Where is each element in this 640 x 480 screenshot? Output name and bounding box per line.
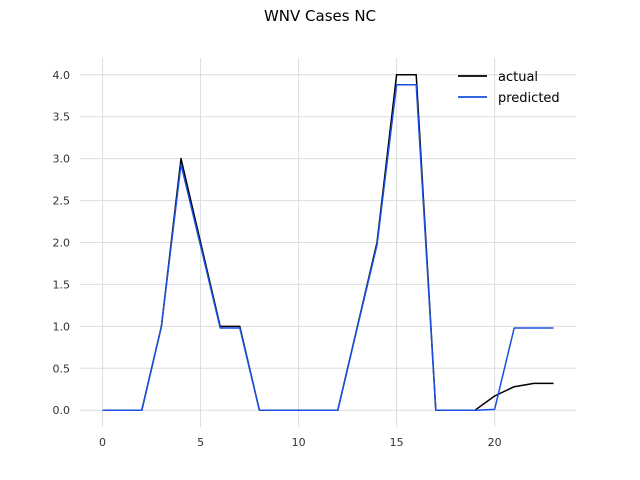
y-axis-ticks: 0.0 0.5 1.0 1.5 2.0 2.5 3.0 3.5 4.0	[53, 69, 71, 417]
y-tick-label: 3.0	[53, 153, 71, 166]
y-tick-label: 2.0	[53, 237, 71, 250]
y-tick-label: 3.5	[53, 111, 71, 124]
legend-label-predicted: predicted	[498, 91, 560, 106]
y-tick-label: 0.5	[53, 362, 71, 375]
y-tick-label: 4.0	[53, 69, 71, 82]
series-lines	[102, 74, 554, 411]
y-tick-label: 1.5	[53, 278, 71, 291]
x-tick-label: 5	[197, 436, 204, 449]
series-line-predicted	[102, 84, 554, 411]
grid-lines	[80, 58, 576, 427]
x-axis-ticks: 0 5 10 15 20	[99, 436, 502, 449]
y-tick-label: 1.0	[53, 320, 71, 333]
legend: actual predicted	[458, 70, 560, 106]
x-tick-label: 0	[99, 436, 106, 449]
y-tick-label: 2.5	[53, 195, 71, 208]
x-tick-label: 10	[292, 436, 306, 449]
y-tick-label: 0.0	[53, 404, 71, 417]
x-tick-label: 15	[390, 436, 404, 449]
legend-label-actual: actual	[498, 70, 538, 85]
x-tick-label: 20	[488, 436, 502, 449]
chart-title: WNV Cases NC	[263, 7, 377, 25]
